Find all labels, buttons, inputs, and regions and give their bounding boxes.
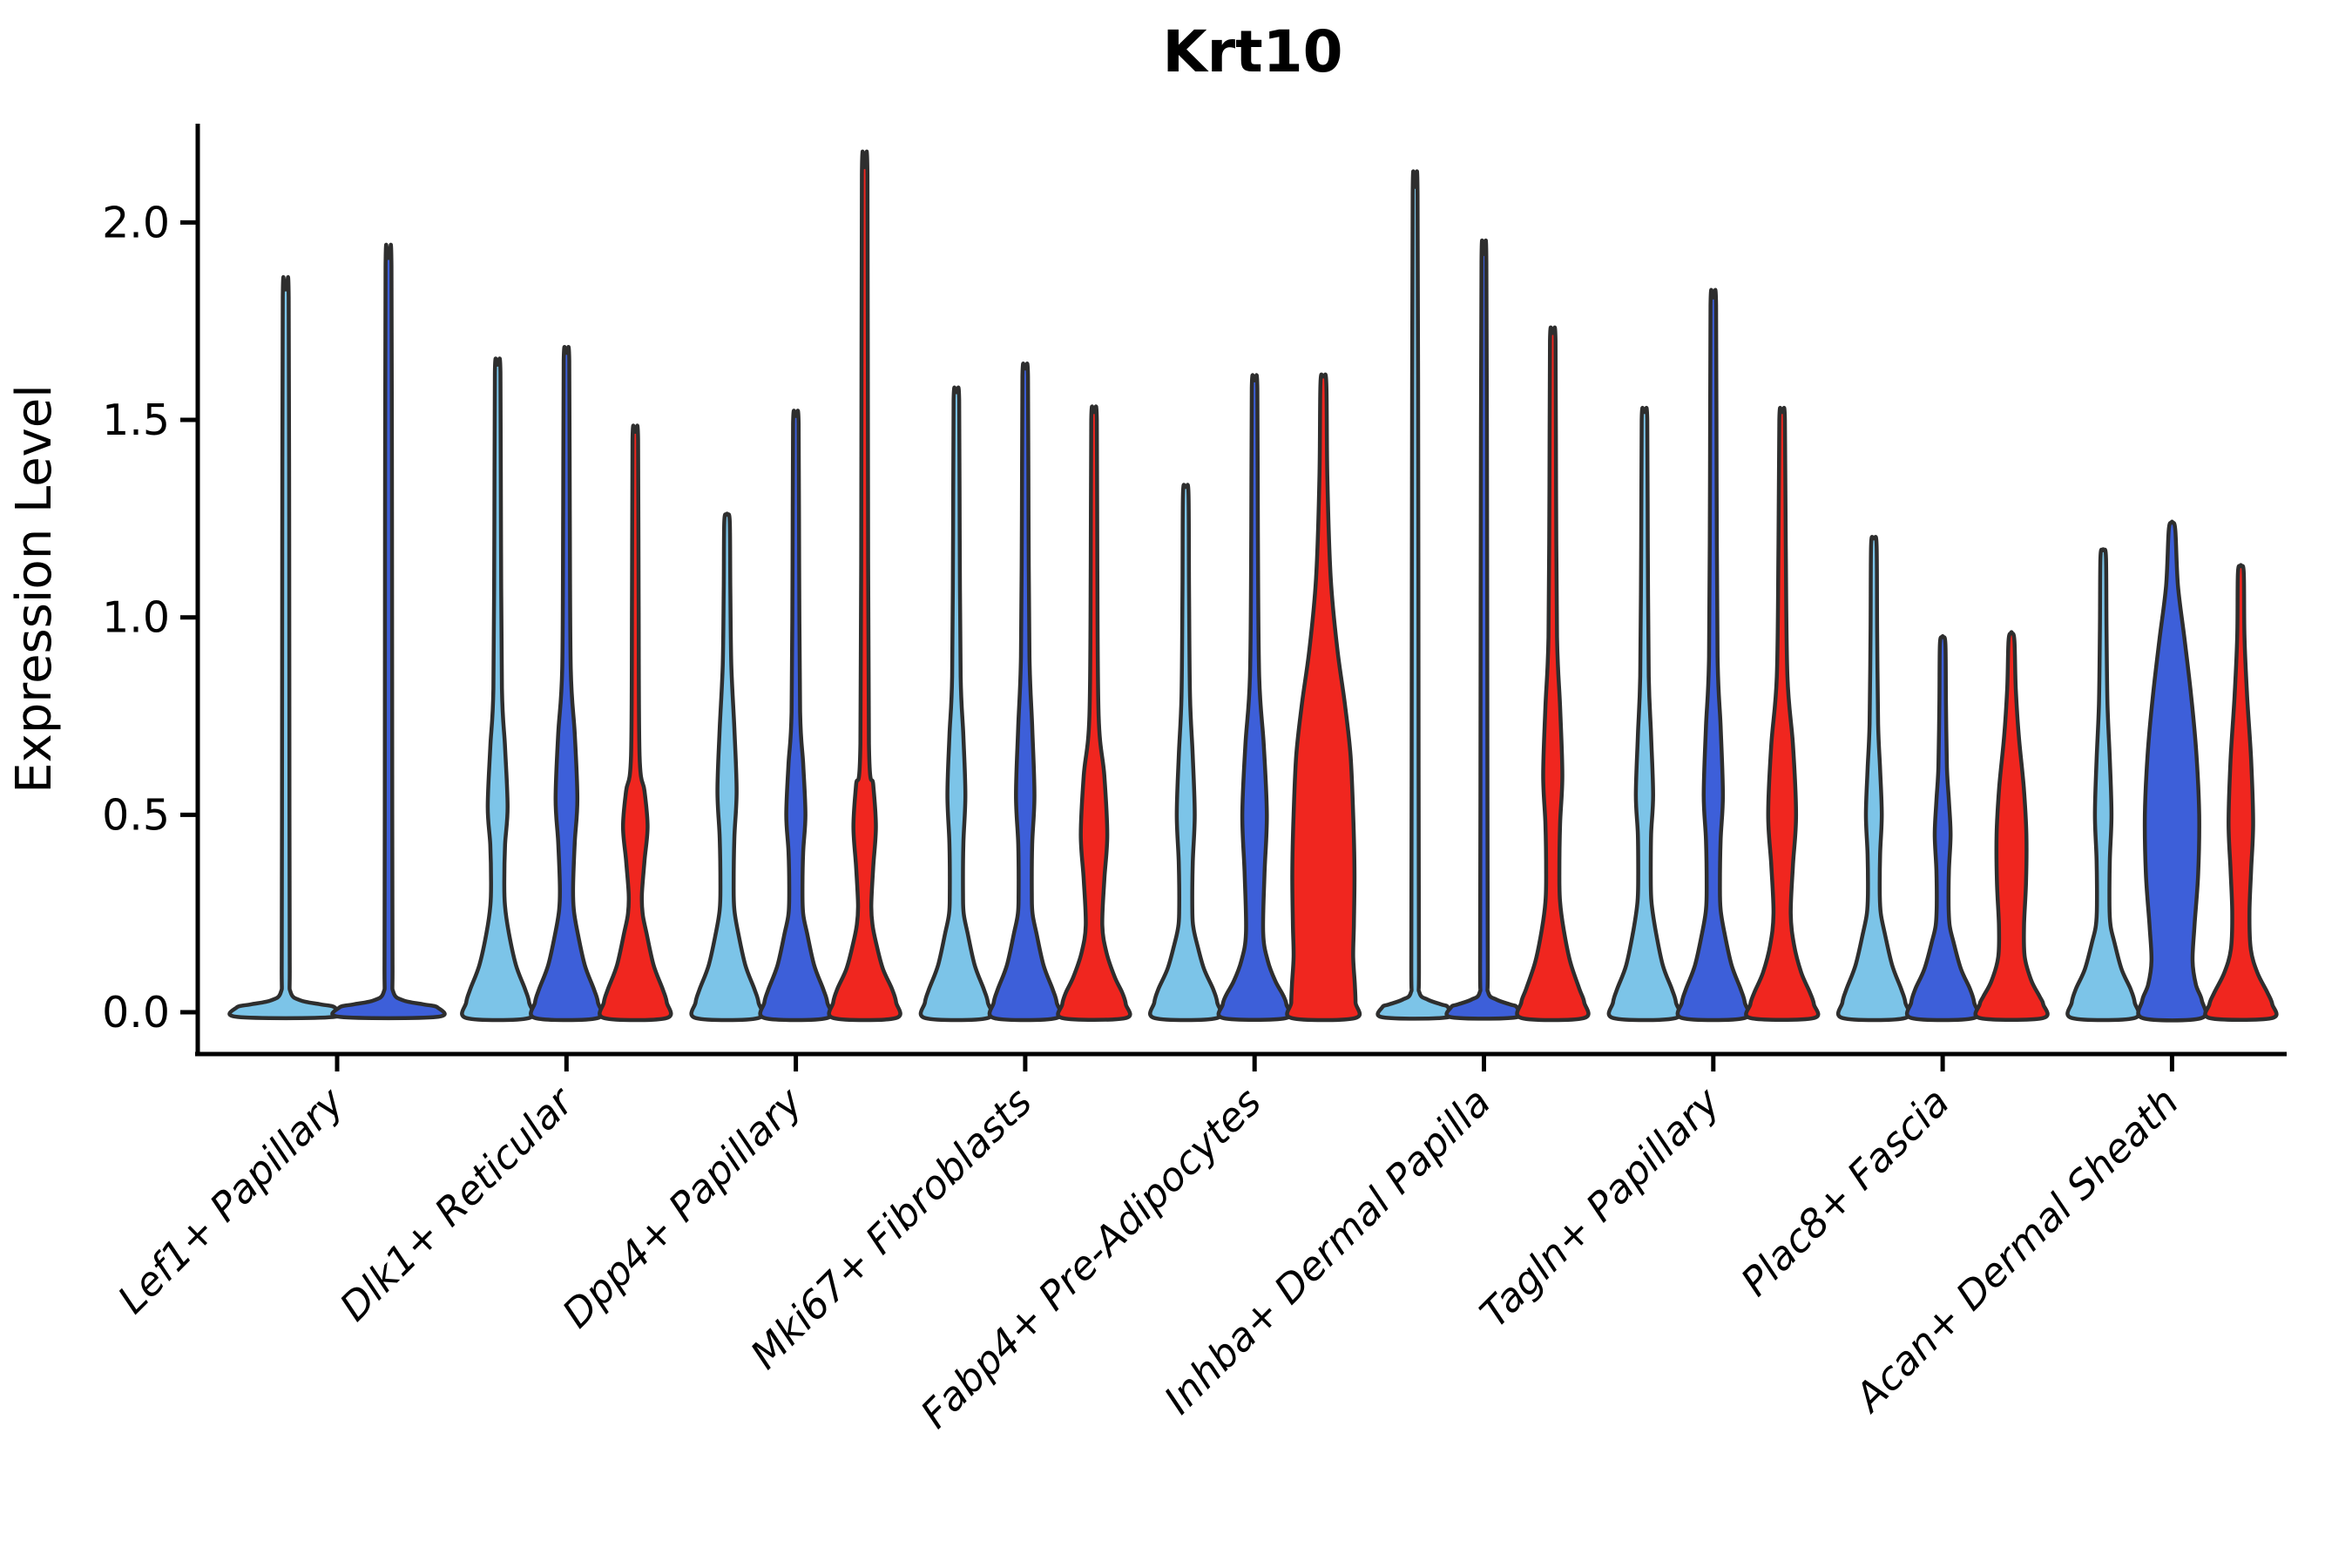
x-tick-label: Tagln+ Papillary [1471,1078,1730,1336]
x-tick-label: Dpp4+ Papillary [553,1078,812,1336]
axes-layer [180,124,2287,1071]
violin [1444,238,1524,1021]
x-tick-label: Lef1+ Papillary [109,1078,354,1322]
y-axis-title: Expression Level [6,384,63,794]
violin [1216,373,1293,1022]
y-tick-label: 0.5 [102,790,170,840]
y-tick-label: 1.5 [102,395,170,445]
violin [1375,169,1455,1021]
x-tick-label: Plac8+ Fascia [1732,1078,1958,1305]
plot-title: Krt10 [1162,18,1342,85]
violin [1148,483,1224,1023]
violin [1904,634,1981,1023]
violin [987,362,1064,1023]
violin [2065,547,2141,1023]
violin [2203,563,2279,1022]
violin [1606,406,1682,1023]
violin [227,274,344,1021]
violin [827,149,902,1023]
y-tick-labels: 0.0 0.5 1.0 1.5 2.0 [102,198,170,1037]
violin [689,511,765,1023]
y-tick-label: 2.0 [102,198,170,247]
violin [1973,630,2050,1022]
violin [1285,372,1362,1023]
y-tick-label: 1.0 [102,593,170,643]
violin [1515,325,1591,1023]
violin [2136,519,2208,1023]
violin [598,423,673,1023]
violin [1675,287,1751,1023]
violin [918,385,995,1023]
violin [1056,404,1132,1022]
violin-layer [227,149,2279,1023]
violin [1744,406,1821,1022]
violin [330,242,447,1021]
violin [460,356,536,1023]
y-tick-label: 0.0 [102,988,170,1037]
x-tick-label: Dlk1+ Reticular [331,1078,584,1330]
violin [529,345,605,1023]
violin [758,409,834,1023]
violin [1835,535,1912,1023]
